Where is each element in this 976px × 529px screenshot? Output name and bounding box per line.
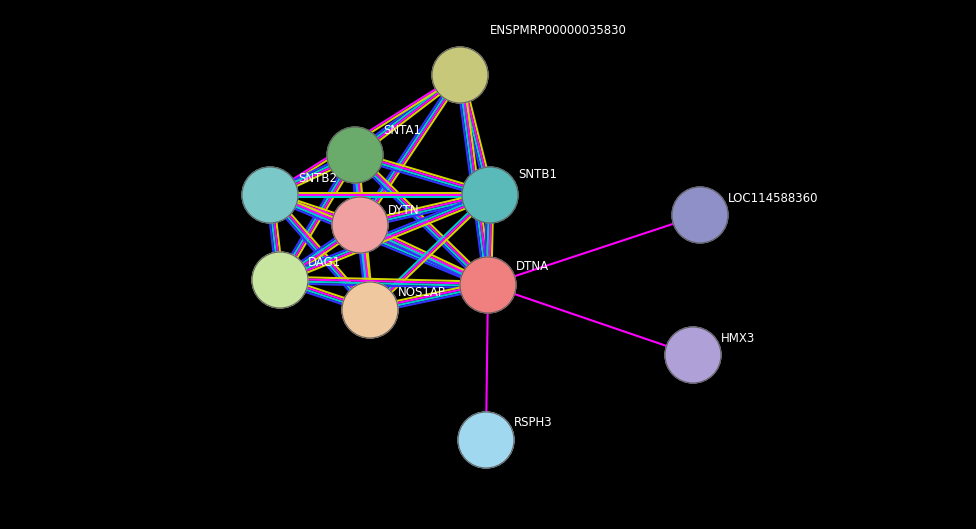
Text: SNTB1: SNTB1	[518, 169, 557, 181]
Circle shape	[665, 327, 721, 383]
Text: LOC114588360: LOC114588360	[728, 191, 819, 205]
Circle shape	[462, 167, 518, 223]
Circle shape	[342, 282, 398, 338]
Text: ENSPMRP00000035830: ENSPMRP00000035830	[490, 23, 627, 37]
Text: HMX3: HMX3	[721, 332, 755, 344]
Text: DYTN: DYTN	[388, 204, 420, 216]
Circle shape	[432, 47, 488, 103]
Text: DAG1: DAG1	[308, 256, 342, 269]
Circle shape	[252, 252, 308, 308]
Text: RSPH3: RSPH3	[514, 415, 552, 428]
Text: NOS1AP: NOS1AP	[398, 287, 446, 299]
Circle shape	[460, 257, 516, 313]
Circle shape	[672, 187, 728, 243]
Circle shape	[327, 127, 383, 183]
Circle shape	[458, 412, 514, 468]
Text: SNTB2: SNTB2	[298, 171, 337, 185]
Text: DTNA: DTNA	[516, 260, 549, 272]
Text: SNTA1: SNTA1	[383, 123, 421, 136]
Circle shape	[242, 167, 298, 223]
Circle shape	[332, 197, 388, 253]
